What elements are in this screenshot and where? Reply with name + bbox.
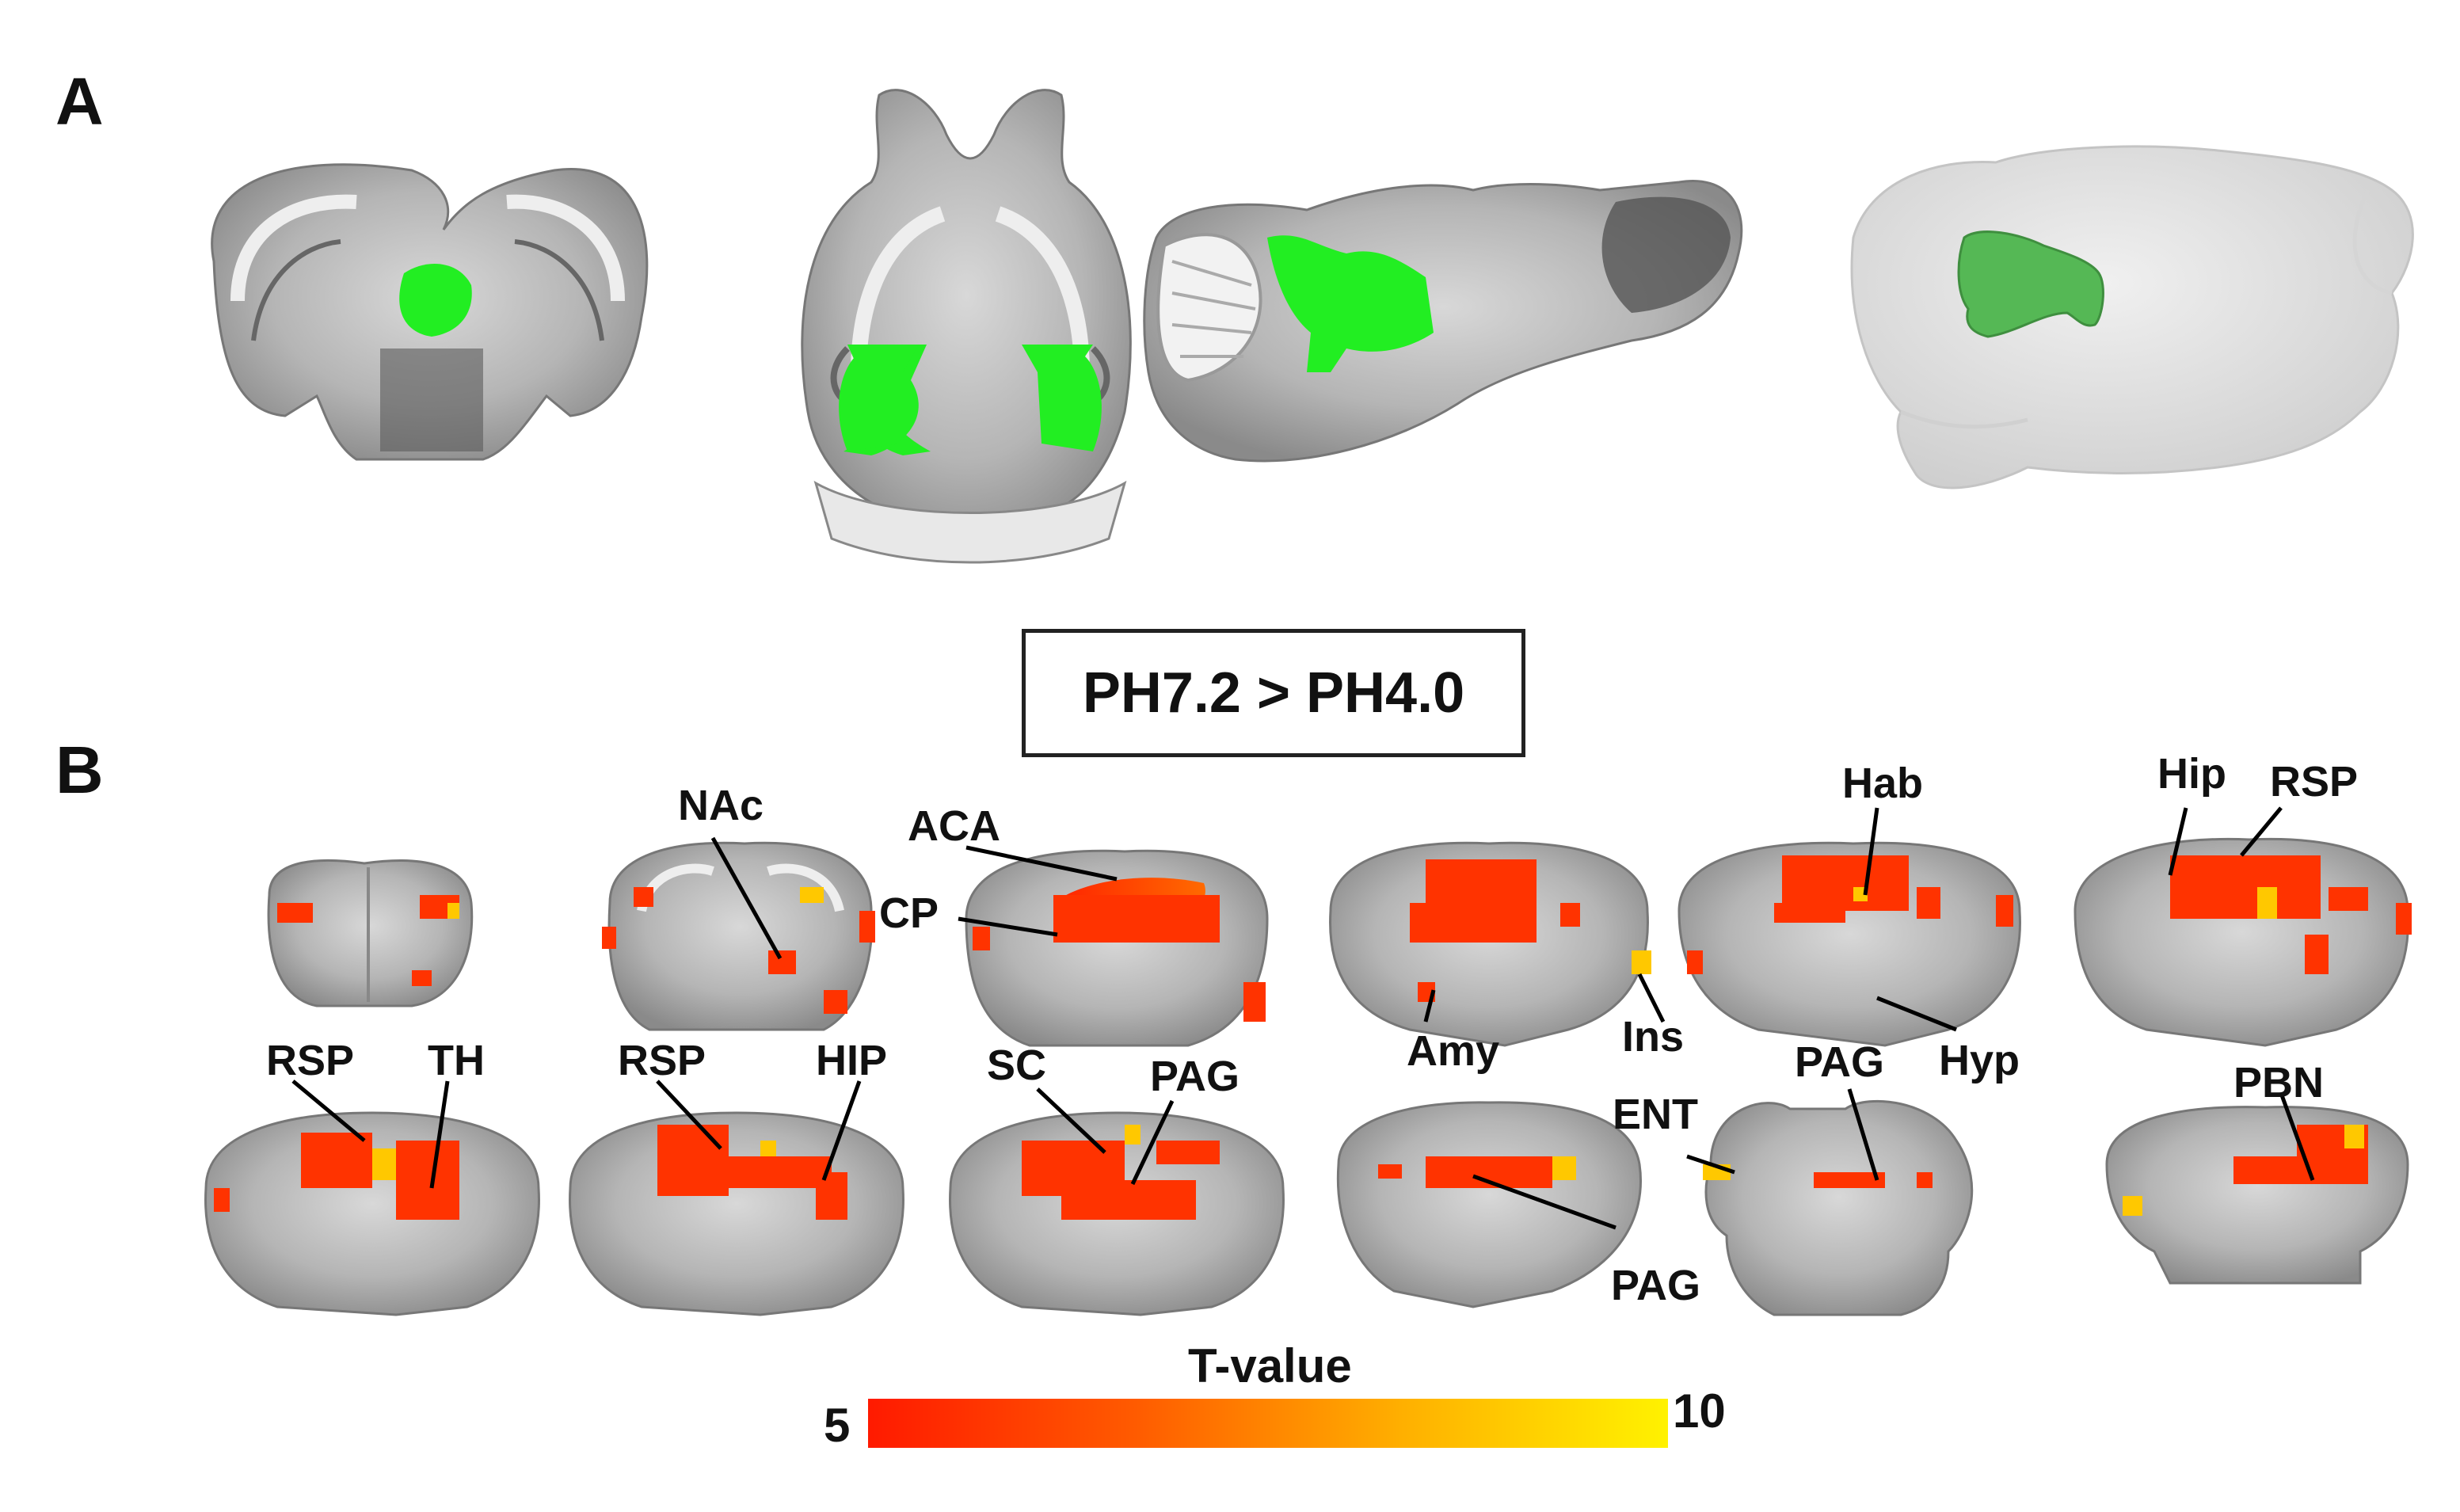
roi-3d (1957, 230, 2104, 338)
roi-coronal (399, 264, 472, 337)
label-aca: ACA (908, 802, 1000, 850)
contrast-condition-box: PH7.2 > PH4.0 (1022, 629, 1525, 757)
roi-horizontal (843, 345, 927, 455)
label-pag-mid: PAG (1795, 1038, 1885, 1086)
panel-label-a: A (55, 64, 104, 139)
slice-r1-4 (1329, 841, 1651, 1047)
label-pbn: PBN (2233, 1059, 2325, 1106)
colorbar-min: 5 (824, 1399, 851, 1452)
slice-r1-1 (267, 859, 474, 1007)
panel-b-slices (204, 837, 2412, 1316)
panel-label-b: B (55, 733, 104, 807)
panel-a-horizontal-slice (801, 89, 1132, 564)
label-ins: Ins (1622, 1013, 1685, 1061)
slice-r2-2 (569, 1111, 904, 1316)
contrast-condition: PH7.2 > PH4.0 (1082, 661, 1465, 725)
colorbar-title: T-value (1188, 1339, 1352, 1392)
roi-sagittal (1267, 235, 1434, 372)
panel-a-sagittal-slice (1143, 180, 1743, 463)
slice-r2-5 (1703, 1099, 1974, 1316)
slice-r2-3 (949, 1111, 1285, 1316)
slice-r1-3 (965, 849, 1269, 1047)
slice-r2-4 (1336, 1101, 1642, 1308)
colorbar (868, 1399, 1668, 1448)
label-cp: CP (879, 889, 939, 937)
slice-r2-6 (2105, 1106, 2409, 1285)
panel-a-3d-brain (1850, 145, 2414, 489)
slice-r1-6 (2073, 837, 2412, 1047)
label-nac: NAc (678, 782, 764, 829)
label-sc: SC (987, 1042, 1047, 1089)
label-hab: Hab (1842, 760, 1924, 807)
label-rsp-top: RSP (2270, 758, 2359, 806)
label-hyp: Hyp (1939, 1037, 2020, 1084)
colorbar-max: 10 (1673, 1384, 1726, 1438)
label-pag-a: PAG (1150, 1053, 1240, 1100)
label-hip: Hip (2157, 750, 2226, 798)
label-pag-b: PAG (1611, 1262, 1701, 1309)
slice-r1-5 (1677, 841, 2021, 1047)
leader-lines (291, 806, 2315, 1230)
label-th: TH (428, 1037, 485, 1084)
label-ent: ENT (1613, 1091, 1698, 1138)
label-amy: Amy (1407, 1027, 1500, 1075)
panel-a-coronal-slice (211, 163, 649, 461)
slice-r1-2 (602, 841, 875, 1031)
label-rsp-1: RSP (266, 1037, 355, 1084)
label-hip-caps: HIP (816, 1037, 888, 1084)
label-rsp-2: RSP (618, 1037, 706, 1084)
slice-r2-1 (204, 1111, 540, 1316)
